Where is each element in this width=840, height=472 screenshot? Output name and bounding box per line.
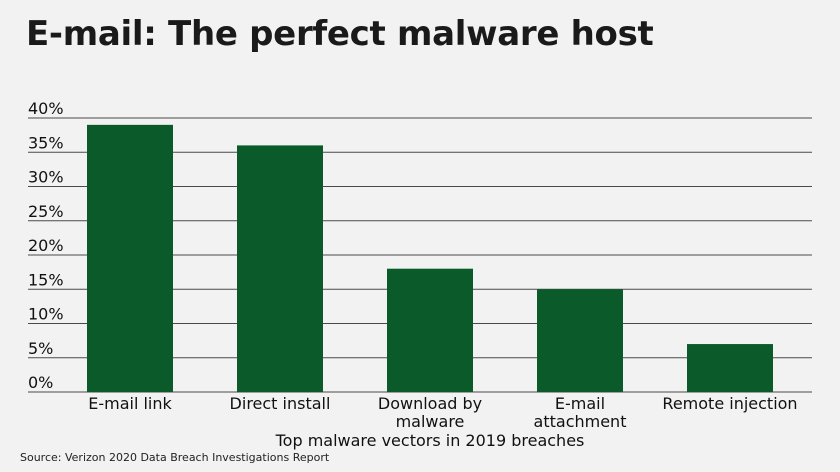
x-tick-label: E-mail link xyxy=(88,394,172,413)
x-tick-label: E-mail attachment xyxy=(534,394,627,431)
y-tick-label: 20% xyxy=(28,236,64,255)
x-tick-label: Remote injection xyxy=(662,394,797,413)
y-tick-label: 5% xyxy=(28,339,53,358)
y-tick-label: 10% xyxy=(28,305,64,324)
y-tick-label: 35% xyxy=(28,133,64,152)
x-tick-labels: E-mail link Direct install Download by malw… xyxy=(88,394,797,431)
bar xyxy=(387,268,473,392)
x-tick-label: Download by malware xyxy=(378,394,482,431)
y-tick-label: 30% xyxy=(28,168,64,187)
x-tick-label: Direct install xyxy=(230,394,331,413)
bar xyxy=(537,289,623,392)
x-axis-label: Top malware vectors in 2019 breaches xyxy=(275,431,585,450)
y-tick-label: 15% xyxy=(28,270,64,289)
y-tick-label: 0% xyxy=(28,373,53,392)
bars xyxy=(87,124,773,392)
source-note: Source: Verizon 2020 Data Breach Investi… xyxy=(20,451,330,464)
bar xyxy=(687,344,773,392)
bar xyxy=(87,124,173,392)
y-tick-label: 25% xyxy=(28,202,64,221)
bar xyxy=(237,145,323,392)
chart-title: E-mail: The perfect malware host xyxy=(26,14,654,54)
y-tick-labels: 0% 5% 10% 15% 20% 25% 30% 35% 40% xyxy=(28,99,64,392)
y-tick-label: 40% xyxy=(28,99,64,118)
